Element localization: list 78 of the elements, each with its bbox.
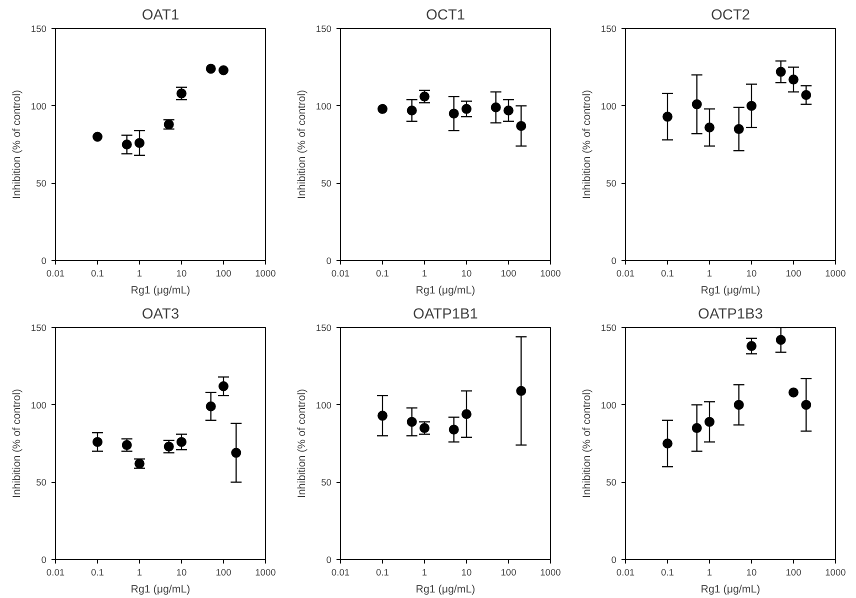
x-tick-label: 100 [216,568,232,578]
x-tick-label: 0.1 [91,268,104,278]
x-tick-label: 0.1 [376,268,389,278]
x-tick-label: 1000 [255,268,276,278]
y-axis-title: Inhibition (% of control) [10,90,23,199]
x-tick-label: 100 [500,268,516,278]
x-tick-label: 10 [176,568,187,578]
x-tick-label: 1 [706,268,712,278]
y-tick-label: 100 [316,400,332,410]
chart-title: OATP1B3 [698,306,763,322]
y-tick-label: 50 [36,478,47,488]
y-tick-label: 150 [600,323,617,333]
chart-title: OAT1 [142,8,180,24]
x-tick-label: 0.01 [331,268,350,278]
x-tick-label: 1000 [540,268,561,278]
x-tick-label: 10 [461,268,472,278]
x-axis-title: Rg1 (μg/mL) [416,284,476,296]
x-tick-label: 0.01 [331,568,350,578]
y-tick-label: 0 [326,555,332,565]
x-axis-title: Rg1 (μg/mL) [416,584,476,596]
x-tick-label: 0.01 [616,268,635,278]
y-tick-label: 150 [600,24,617,34]
y-tick-label: 100 [600,101,617,112]
y-tick-label: 0 [611,555,617,565]
x-tick-label: 1 [136,568,142,578]
y-axis-title: Inhibition (% of control) [580,90,593,199]
x-tick-label: 100 [786,568,802,578]
y-axis-title: Inhibition (% of control) [580,389,593,498]
x-tick-label: 0.1 [661,568,674,578]
x-tick-label: 100 [500,568,516,578]
x-tick-label: 10 [746,568,757,578]
x-tick-label: 0.01 [46,568,65,578]
x-tick-label: 1 [422,268,428,278]
y-tick-label: 150 [30,24,47,34]
x-tick-label: 10 [176,268,187,278]
x-axis-title: Rg1 (μg/mL) [130,284,190,296]
y-tick-label: 100 [30,101,47,112]
y-tick-label: 100 [30,400,47,410]
x-tick-label: 1000 [825,568,846,578]
y-tick-label: 0 [41,555,47,565]
x-tick-label: 1 [136,268,142,278]
x-axis-title: Rg1 (μg/mL) [130,584,190,596]
x-axis-title: Rg1 (μg/mL) [700,584,760,596]
chart-title: OATP1B1 [413,306,478,322]
y-tick-label: 100 [600,400,617,410]
y-tick-label: 150 [30,323,47,333]
x-tick-label: 10 [746,268,757,278]
x-tick-label: 1000 [540,568,561,578]
x-axis-title: Rg1 (μg/mL) [700,284,760,296]
chart-title: OCT2 [710,8,750,24]
x-tick-label: 1 [706,568,712,578]
y-tick-label: 150 [316,323,332,333]
x-tick-label: 1000 [255,568,276,578]
y-tick-label: 0 [611,256,617,266]
x-tick-label: 10 [461,568,472,578]
y-tick-label: 150 [316,24,332,34]
x-tick-label: 1000 [825,268,846,278]
y-tick-label: 50 [606,478,617,488]
x-tick-label: 0.1 [376,568,389,578]
x-tick-label: 0.01 [46,268,65,278]
y-tick-label: 100 [316,101,332,112]
y-axis-title: Inhibition (% of control) [296,389,308,498]
y-tick-label: 50 [321,178,332,189]
y-tick-label: 50 [36,178,47,189]
x-tick-label: 0.1 [91,568,104,578]
x-tick-label: 0.1 [661,268,674,278]
x-tick-label: 1 [422,568,428,578]
y-tick-label: 0 [41,256,47,266]
y-tick-label: 50 [606,178,617,189]
chart-title: OCT1 [426,8,466,24]
y-tick-label: 50 [321,478,332,488]
y-axis-title: Inhibition (% of control) [296,90,308,199]
x-tick-label: 100 [786,268,802,278]
x-tick-label: 0.01 [616,568,635,578]
chart-title: OAT3 [142,306,180,322]
y-axis-title: Inhibition (% of control) [10,389,23,498]
x-tick-label: 100 [216,268,232,278]
y-tick-label: 0 [326,256,332,266]
